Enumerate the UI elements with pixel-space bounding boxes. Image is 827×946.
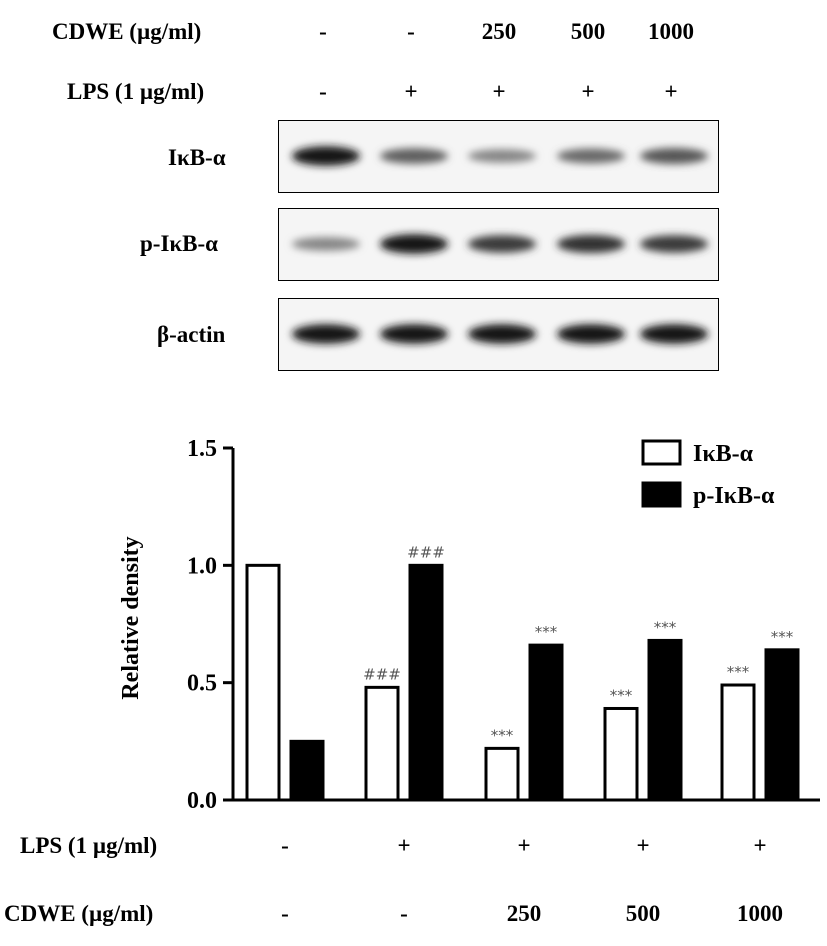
y-axis: 0.0 0.5 1.0 1.5 bbox=[187, 436, 820, 814]
bar bbox=[484, 746, 520, 802]
blot-header-cdwe-value: 250 bbox=[481, 19, 517, 44]
blot-header-cdwe-label: CDWE (µg/ml) bbox=[52, 19, 202, 44]
blot-band bbox=[640, 324, 708, 344]
blot-panel-beta-actin bbox=[278, 298, 719, 371]
blot-panel-ikba bbox=[278, 120, 719, 193]
bar bbox=[720, 683, 756, 802]
chart-footer-lps-value: + bbox=[753, 833, 767, 858]
chart-footer-cdwe-value: 500 bbox=[625, 901, 661, 926]
chart-footer-cdwe-value: 250 bbox=[506, 901, 542, 926]
blot-header-lps-label: LPS (1 µg/ml) bbox=[67, 79, 205, 104]
blot-header-cdwe-value: 1000 bbox=[648, 19, 694, 44]
bar bbox=[364, 685, 400, 802]
bar bbox=[647, 638, 683, 802]
blot-header-lps-value: + bbox=[404, 79, 418, 104]
chart-footer-cdwe-value: - bbox=[400, 901, 408, 926]
blot-band bbox=[557, 148, 625, 164]
blot-header-cdwe-value: 500 bbox=[570, 19, 606, 44]
blot-band bbox=[557, 235, 625, 253]
blot-band bbox=[292, 146, 360, 166]
bar-annotations: ### *** *** *** ### *** *** *** bbox=[363, 543, 794, 744]
blot-bands-beta-actin bbox=[292, 324, 708, 344]
blot-band bbox=[468, 324, 536, 344]
bar-significance-label: *** bbox=[491, 726, 514, 744]
chart-footer-lps-value: + bbox=[397, 833, 411, 858]
blot-band bbox=[468, 149, 536, 163]
bar-significance-label: *** bbox=[654, 618, 677, 636]
blot-header-lps-value: + bbox=[492, 79, 506, 104]
blot-band bbox=[468, 235, 536, 253]
blot-band bbox=[380, 324, 448, 344]
chart-footer-lps-value: + bbox=[636, 833, 650, 858]
legend-label: IκB-α bbox=[693, 441, 754, 467]
bar-significance-label: ### bbox=[407, 543, 445, 561]
blot-band bbox=[640, 235, 708, 253]
bar-significance-label: *** bbox=[535, 623, 558, 641]
chart-footer-lps-value: + bbox=[517, 833, 531, 858]
blot-label-beta-actin: β-actin bbox=[157, 322, 226, 347]
bar-significance-label: *** bbox=[771, 628, 794, 646]
blot-label-ikba: IκB-α bbox=[168, 145, 226, 170]
blot-bands-p-ikba bbox=[292, 234, 708, 254]
bar-significance-label: *** bbox=[727, 663, 750, 681]
bar-significance-label: *** bbox=[610, 686, 633, 704]
y-tick-label: 1.5 bbox=[187, 436, 217, 462]
blot-header-lps-value: + bbox=[664, 79, 678, 104]
bar bbox=[603, 706, 639, 802]
legend-swatch bbox=[641, 481, 682, 508]
chart-footer-lps-value: - bbox=[281, 833, 289, 858]
bar bbox=[764, 648, 800, 802]
blot-bands-ikba bbox=[292, 146, 708, 166]
bar bbox=[289, 739, 325, 802]
blot-band bbox=[557, 324, 625, 344]
blot-band bbox=[380, 234, 448, 254]
bar bbox=[528, 643, 564, 802]
chart-footer-cdwe-label: CDWE (µg/ml) bbox=[4, 901, 154, 926]
y-axis-label: Relative density bbox=[118, 536, 144, 699]
blot-header-lps-value: + bbox=[581, 79, 595, 104]
bars bbox=[245, 563, 800, 802]
legend-swatch bbox=[641, 439, 682, 466]
bar-significance-label: ### bbox=[363, 665, 401, 683]
chart-footer-cdwe-value: 1000 bbox=[737, 901, 783, 926]
blot-band bbox=[380, 148, 448, 164]
blot-label-p-ikba: p-IκB-α bbox=[140, 231, 219, 256]
y-tick-label: 0.5 bbox=[187, 671, 217, 697]
legend: IκB-α p-IκB-α bbox=[641, 439, 775, 509]
y-tick-label: 0.0 bbox=[187, 788, 217, 814]
bar bbox=[408, 563, 444, 802]
blot-panel-p-ikba bbox=[278, 208, 719, 281]
blot-band bbox=[640, 148, 708, 164]
blot-band bbox=[292, 324, 360, 344]
y-tick-label: 1.0 bbox=[187, 553, 217, 579]
chart-footer-cdwe-value: - bbox=[281, 901, 289, 926]
blot-header-cdwe-value: - bbox=[407, 19, 415, 44]
legend-label: p-IκB-α bbox=[693, 483, 775, 509]
blot-header-cdwe-value: - bbox=[319, 19, 327, 44]
bar bbox=[245, 563, 281, 802]
blot-header-lps-value: - bbox=[319, 79, 327, 104]
chart-footer-lps-label: LPS (1 µg/ml) bbox=[20, 833, 158, 858]
blot-band bbox=[292, 237, 360, 251]
